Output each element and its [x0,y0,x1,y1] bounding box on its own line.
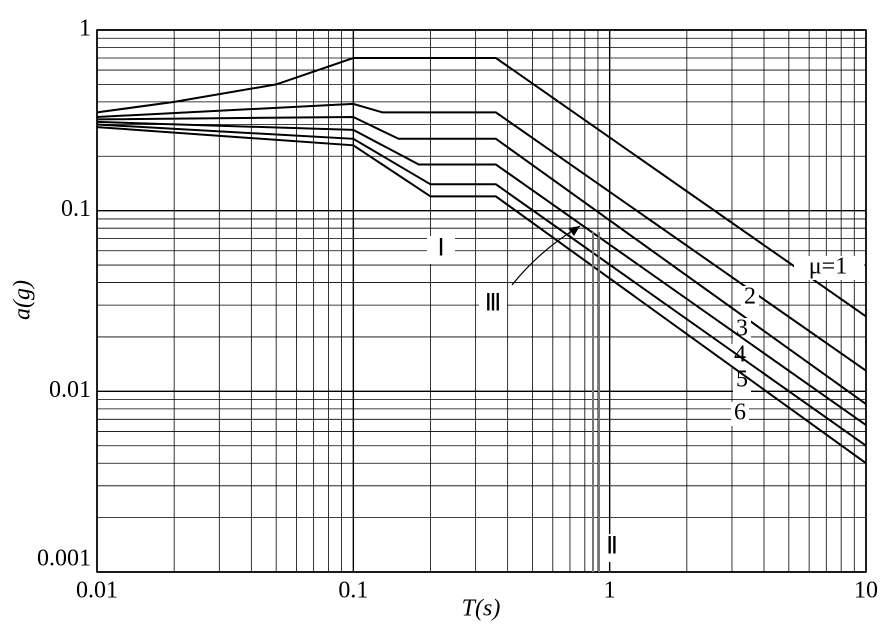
annotation: Ⅱ [606,534,618,560]
label-bg [731,402,749,426]
series-label: 4 [734,342,746,368]
label-bg [598,534,626,562]
y-tick-label: 1 [79,16,91,42]
label-bg [733,369,751,393]
series-line [96,115,867,405]
annotation: Ⅰ [437,236,444,262]
series-line [96,126,867,465]
annotation: Ⅲ [485,291,502,317]
arrowhead [568,226,580,236]
series-label: 5 [736,367,748,393]
y-tick-label: 0.01 [49,377,91,403]
series-line [96,102,867,372]
series-label: 6 [734,400,746,426]
x-axis-label: T(s) [462,596,501,622]
series-label: 2 [744,284,756,310]
label-bg [794,256,864,280]
x-tick-label: 0.1 [338,578,368,604]
x-tick-label: 1 [604,578,616,604]
y-tick-label: 0.1 [61,196,91,222]
label-bg [733,318,751,342]
series-label: μ=1 [809,254,847,280]
x-tick-label: 0.01 [76,578,118,604]
y-tick-label: 0.001 [37,546,91,572]
series-line [96,57,867,318]
y-axis-label: a(g) [10,280,36,320]
plot-frame [96,29,867,573]
series-line [96,123,867,447]
x-tick-label: 10 [854,578,878,604]
label-bg [427,236,455,264]
series-line [96,120,867,426]
label-bg [479,291,507,319]
label-bg [741,286,759,310]
